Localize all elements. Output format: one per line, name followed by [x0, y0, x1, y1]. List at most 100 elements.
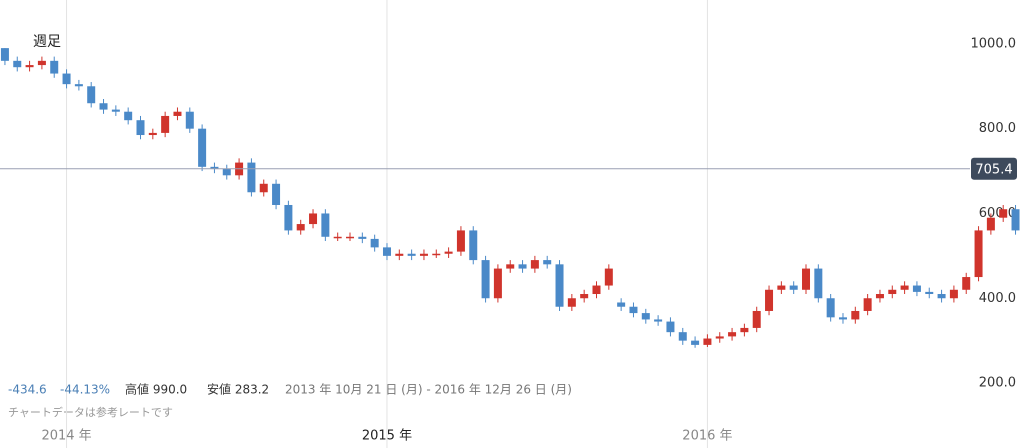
candle-body — [124, 111, 133, 121]
candle-body — [148, 132, 157, 136]
candle-body — [678, 332, 687, 341]
candle-body — [715, 336, 724, 339]
candle-body — [752, 310, 761, 328]
candle-body — [272, 183, 281, 205]
current-price-box — [971, 157, 1017, 180]
candle-body — [604, 268, 613, 286]
candle-body — [87, 86, 96, 104]
candle-body — [0, 48, 9, 61]
candle-body — [333, 236, 342, 239]
candle-body — [555, 264, 564, 307]
candle-body — [617, 302, 626, 307]
candle-body — [530, 260, 539, 269]
candle-body — [222, 168, 231, 176]
candle-body — [321, 213, 330, 237]
candle-body — [358, 236, 367, 239]
stat: -44.13% — [60, 383, 110, 397]
candle-body — [912, 285, 921, 292]
candle-body — [802, 268, 811, 290]
candle-body — [419, 253, 428, 256]
candle-body — [37, 60, 46, 66]
candle-body — [481, 260, 490, 299]
y-tick-label: 200.0 — [979, 376, 1016, 391]
y-tick-label: 1000.0 — [971, 36, 1017, 51]
y-tick-label: 400.0 — [979, 291, 1016, 306]
candle-body — [974, 230, 983, 278]
stat: -434.6 — [8, 383, 47, 397]
candle-body — [999, 209, 1008, 218]
candle-body — [925, 291, 934, 295]
candle-body — [567, 298, 576, 307]
candle-body — [432, 253, 441, 256]
candle-body — [198, 128, 207, 167]
candle-body — [185, 111, 194, 129]
candle-body — [863, 298, 872, 311]
candle-body — [25, 65, 34, 68]
candle-body — [986, 217, 995, 231]
candle-body — [444, 251, 453, 254]
candle-body — [382, 247, 391, 256]
x-tick-label: 2014 年 — [41, 429, 91, 444]
candle-body — [346, 236, 355, 239]
candle-body — [506, 264, 515, 269]
note: チャートデータは参考レートです — [8, 405, 173, 419]
stat: 2013 年 10月 21 日 (月) - 2016 年 12月 26 日 (月… — [285, 383, 572, 397]
candle-body — [13, 60, 22, 68]
candle-body — [1011, 209, 1020, 231]
stat: 高値 990.0 — [125, 382, 187, 397]
candle-body — [296, 224, 305, 231]
candle-body — [629, 306, 638, 314]
candle-body — [814, 268, 823, 299]
candle-body — [875, 294, 884, 299]
stat: 安値 283.2 — [207, 382, 269, 397]
candle-body — [210, 166, 219, 169]
candle-body — [173, 111, 182, 116]
candle-body — [777, 285, 786, 290]
candle-body — [888, 289, 897, 295]
candle-body — [826, 298, 835, 318]
candle-body — [789, 285, 798, 290]
candle-body — [259, 183, 268, 193]
candle-body — [900, 285, 909, 290]
candle-body — [543, 260, 552, 265]
candle-body — [469, 230, 478, 261]
x-tick-label: 2016 年 — [682, 429, 732, 444]
x-tick-label: 2015 年 — [362, 429, 412, 444]
candle-body — [99, 103, 108, 110]
candle-body — [370, 238, 379, 248]
candle-body — [284, 204, 293, 231]
candle-body — [518, 264, 527, 269]
candle-body — [641, 313, 650, 320]
candle-body — [937, 294, 946, 299]
candle-body — [580, 294, 589, 299]
candle-body — [407, 253, 416, 256]
candle-body — [703, 338, 712, 345]
candle-body — [691, 340, 700, 345]
candle-body — [309, 213, 318, 225]
candle-body — [851, 310, 860, 320]
candle-body — [111, 109, 120, 112]
candle-body — [838, 317, 847, 320]
candle-body — [456, 230, 465, 252]
candle-body — [136, 120, 145, 136]
candle-body — [62, 73, 71, 85]
candle-body — [949, 289, 958, 299]
y-tick-label: 800.0 — [979, 121, 1016, 136]
candle-body — [247, 162, 256, 193]
candle-body — [740, 327, 749, 333]
chart-title: 週足 — [33, 34, 61, 50]
candle-body — [592, 285, 601, 295]
candle-body — [666, 321, 675, 333]
candle-body — [74, 84, 83, 87]
candle-body — [765, 289, 774, 311]
candle-body — [161, 115, 170, 133]
current-price-label: 705.4 — [975, 162, 1012, 177]
candle-body — [395, 253, 404, 256]
y-tick-label: 600.0 — [979, 206, 1016, 221]
candle-body — [654, 319, 663, 322]
candle-body — [728, 332, 737, 337]
candle-body — [50, 60, 59, 74]
candle-body — [962, 277, 971, 290]
